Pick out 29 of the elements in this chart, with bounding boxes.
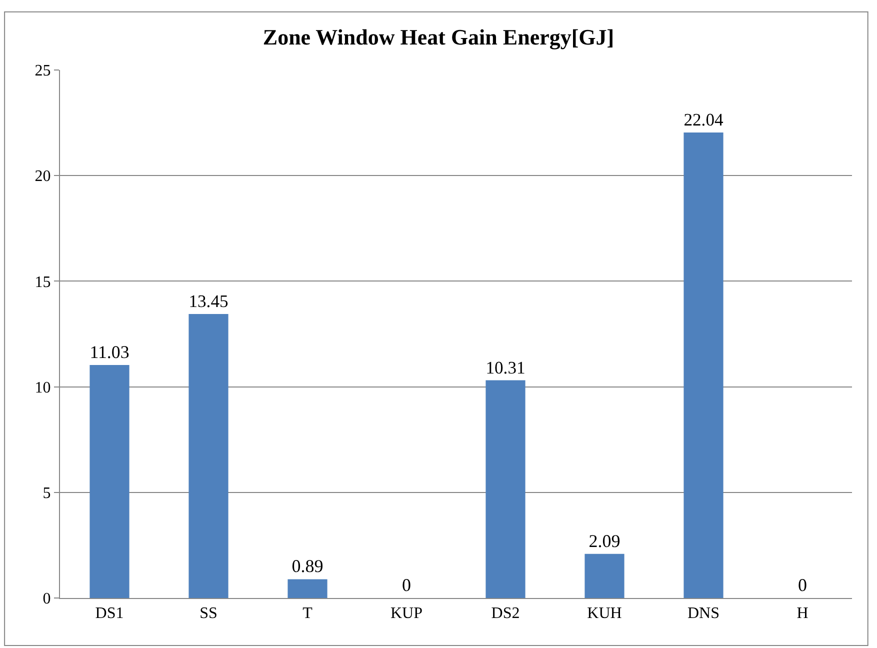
x-tick-label: DNS xyxy=(687,605,720,622)
data-label: 10.31 xyxy=(486,357,526,378)
bar xyxy=(90,365,130,598)
data-label: 0.89 xyxy=(292,556,324,576)
chart-title: Zone Window Heat Gain Energy[GJ] xyxy=(262,24,614,50)
bar xyxy=(684,132,724,598)
data-label: 0 xyxy=(402,575,411,595)
x-tick-label: SS xyxy=(200,605,218,622)
y-tick-label: 10 xyxy=(34,379,51,396)
x-tick-label: DS1 xyxy=(95,605,124,622)
data-label: 2.09 xyxy=(588,530,620,551)
y-tick-label: 5 xyxy=(42,485,51,502)
y-tick-label: 25 xyxy=(34,62,51,80)
data-label: 13.45 xyxy=(188,291,228,312)
x-tick-label: T xyxy=(302,605,313,622)
x-tick-label: DS2 xyxy=(491,605,520,622)
bar xyxy=(188,314,228,598)
x-tick-label: KUP xyxy=(390,605,423,622)
x-tick-label: KUH xyxy=(587,605,622,622)
y-tick-label: 0 xyxy=(42,590,51,608)
y-tick-label: 15 xyxy=(34,274,51,291)
data-label: 11.03 xyxy=(90,342,130,362)
data-label: 0 xyxy=(798,575,807,595)
bar xyxy=(486,380,526,598)
x-tick-label: H xyxy=(796,605,809,622)
data-label: 22.04 xyxy=(684,110,724,130)
bar xyxy=(288,579,328,598)
bar xyxy=(584,554,624,598)
y-tick-label: 20 xyxy=(34,168,51,186)
